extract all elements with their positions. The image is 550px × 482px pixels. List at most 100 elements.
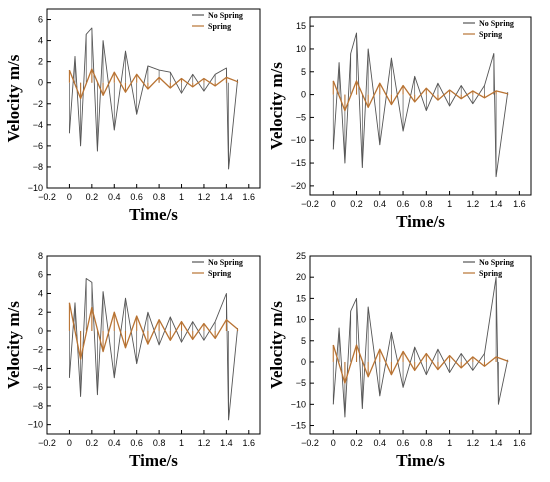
plot-frame (309, 16, 532, 196)
x-tick-label: 0 (67, 438, 72, 448)
series-line-spring (68, 302, 239, 360)
x-tick-label: 0.6 (397, 199, 410, 209)
x-tick-label: 0.2 (350, 438, 363, 448)
y-tick-label: −2 (33, 99, 43, 109)
y-tick-label: −10 (28, 183, 43, 193)
x-tick-label: 1.4 (220, 192, 233, 202)
y-tick-label: −2 (33, 345, 43, 355)
x-tick-label: 1.2 (467, 199, 480, 209)
legend-label: No Spring (208, 258, 243, 267)
legend-label: No Spring (479, 19, 514, 28)
x-axis-title: Time/s (396, 451, 445, 470)
chart-panel-bottom-left: −0.2 0 0.2 0.4 0.6 0.8 1 1.2 1.4 1.6 −10 −8 −6 −4 −2 0 2… (4, 251, 261, 470)
y-tick-label: 15 (296, 293, 306, 303)
x-tick-label: 0.2 (86, 438, 99, 448)
x-tick-label: 0.4 (374, 438, 387, 448)
y-tick-label: −5 (296, 378, 306, 388)
x-tick-label: 0.8 (153, 192, 166, 202)
y-tick-label: −15 (291, 421, 306, 431)
x-tick-label: −0.2 (38, 438, 56, 448)
x-tick-label: 1.6 (513, 438, 526, 448)
x-tick-label: 0.8 (420, 199, 433, 209)
y-tick-label: −10 (291, 135, 306, 145)
x-tick-label: 0.6 (397, 438, 410, 448)
x-axis-title: Time/s (396, 212, 445, 231)
y-axis-title: Velocity m/s (4, 301, 23, 389)
y-tick-label: 10 (296, 44, 306, 54)
legend-label: Spring (208, 22, 231, 31)
series-line-spring (332, 344, 508, 384)
x-tick-label: 0.4 (374, 199, 387, 209)
x-tick-label: 1.6 (243, 192, 256, 202)
x-tick-label: 1.6 (513, 199, 526, 209)
legend-label: Spring (479, 30, 502, 39)
chart-panel-top-left: −0.2 0 0.2 0.4 0.6 0.8 1 1.2 1.4 1.6 −10 −8 −6 −4 −2 0 2… (4, 8, 261, 224)
x-tick-label: 1 (447, 199, 452, 209)
legend-label: Spring (208, 269, 231, 278)
y-tick-label: 2 (38, 307, 43, 317)
y-tick-label: 15 (296, 21, 306, 31)
x-tick-label: 1.4 (490, 438, 503, 448)
y-tick-label: −8 (33, 162, 43, 172)
y-tick-label: 0 (301, 90, 306, 100)
x-tick-label: 1.6 (243, 438, 256, 448)
x-tick-label: 0 (331, 438, 336, 448)
x-tick-label: 1 (447, 438, 452, 448)
x-tick-label: −0.2 (301, 438, 319, 448)
x-tick-label: −0.2 (301, 199, 319, 209)
x-tick-label: 1.2 (467, 438, 480, 448)
x-tick-label: 1 (179, 438, 184, 448)
y-tick-label: 8 (38, 251, 43, 261)
y-tick-label: 5 (301, 67, 306, 77)
series-line-no-spring (68, 27, 239, 170)
x-tick-label: 0 (67, 192, 72, 202)
x-tick-label: 1 (179, 192, 184, 202)
x-axis-title: Time/s (129, 205, 178, 224)
x-tick-label: 1.2 (198, 438, 211, 448)
x-tick-label: 0 (331, 199, 336, 209)
plot-frame (309, 255, 532, 435)
y-tick-label: −5 (296, 112, 306, 122)
plot-frame (46, 255, 261, 435)
series-line-no-spring (332, 276, 509, 418)
y-axis-title: Velocity m/s (4, 54, 23, 142)
x-axis-title: Time/s (129, 451, 178, 470)
y-tick-label: −6 (33, 141, 43, 151)
y-tick-label: −10 (291, 399, 306, 409)
y-tick-label: −15 (291, 158, 306, 168)
y-tick-label: 10 (296, 315, 306, 325)
y-tick-label: −10 (28, 420, 43, 430)
series-line-spring (68, 68, 238, 100)
y-tick-label: 4 (38, 36, 43, 46)
y-tick-label: 0 (38, 326, 43, 336)
y-tick-label: −6 (33, 382, 43, 392)
x-tick-label: −0.2 (38, 192, 56, 202)
x-tick-label: 0.6 (130, 192, 143, 202)
legend-label: No Spring (479, 258, 514, 267)
plot-frame (46, 8, 261, 189)
y-tick-label: 25 (296, 251, 306, 261)
x-tick-label: 0.4 (108, 438, 121, 448)
legend-label: Spring (479, 269, 502, 278)
y-tick-label: −20 (291, 181, 306, 191)
y-tick-label: −8 (33, 401, 43, 411)
y-tick-label: 2 (38, 57, 43, 67)
x-tick-label: 0.8 (153, 438, 166, 448)
y-tick-label: 0 (301, 357, 306, 367)
y-tick-label: −4 (33, 363, 43, 373)
x-tick-label: 1.2 (198, 192, 211, 202)
y-tick-label: 4 (38, 288, 43, 298)
chart-panel-bottom-right: −0.2 0 0.2 0.4 0.6 0.8 1 1.2 1.4 1.6 −15 −10 −5 0 5 10 1… (267, 251, 532, 470)
series-line-no-spring (68, 278, 239, 421)
y-tick-label: 0 (38, 78, 43, 88)
x-tick-label: 0.8 (420, 438, 433, 448)
x-tick-label: 0.2 (350, 199, 363, 209)
y-tick-label: 6 (38, 15, 43, 25)
y-tick-label: 6 (38, 270, 43, 280)
y-tick-label: 5 (301, 336, 306, 346)
y-axis-title: Velocity m/s (267, 62, 286, 150)
y-tick-label: 20 (296, 272, 306, 282)
x-tick-label: 1.4 (220, 438, 233, 448)
series-line-no-spring (332, 32, 509, 178)
